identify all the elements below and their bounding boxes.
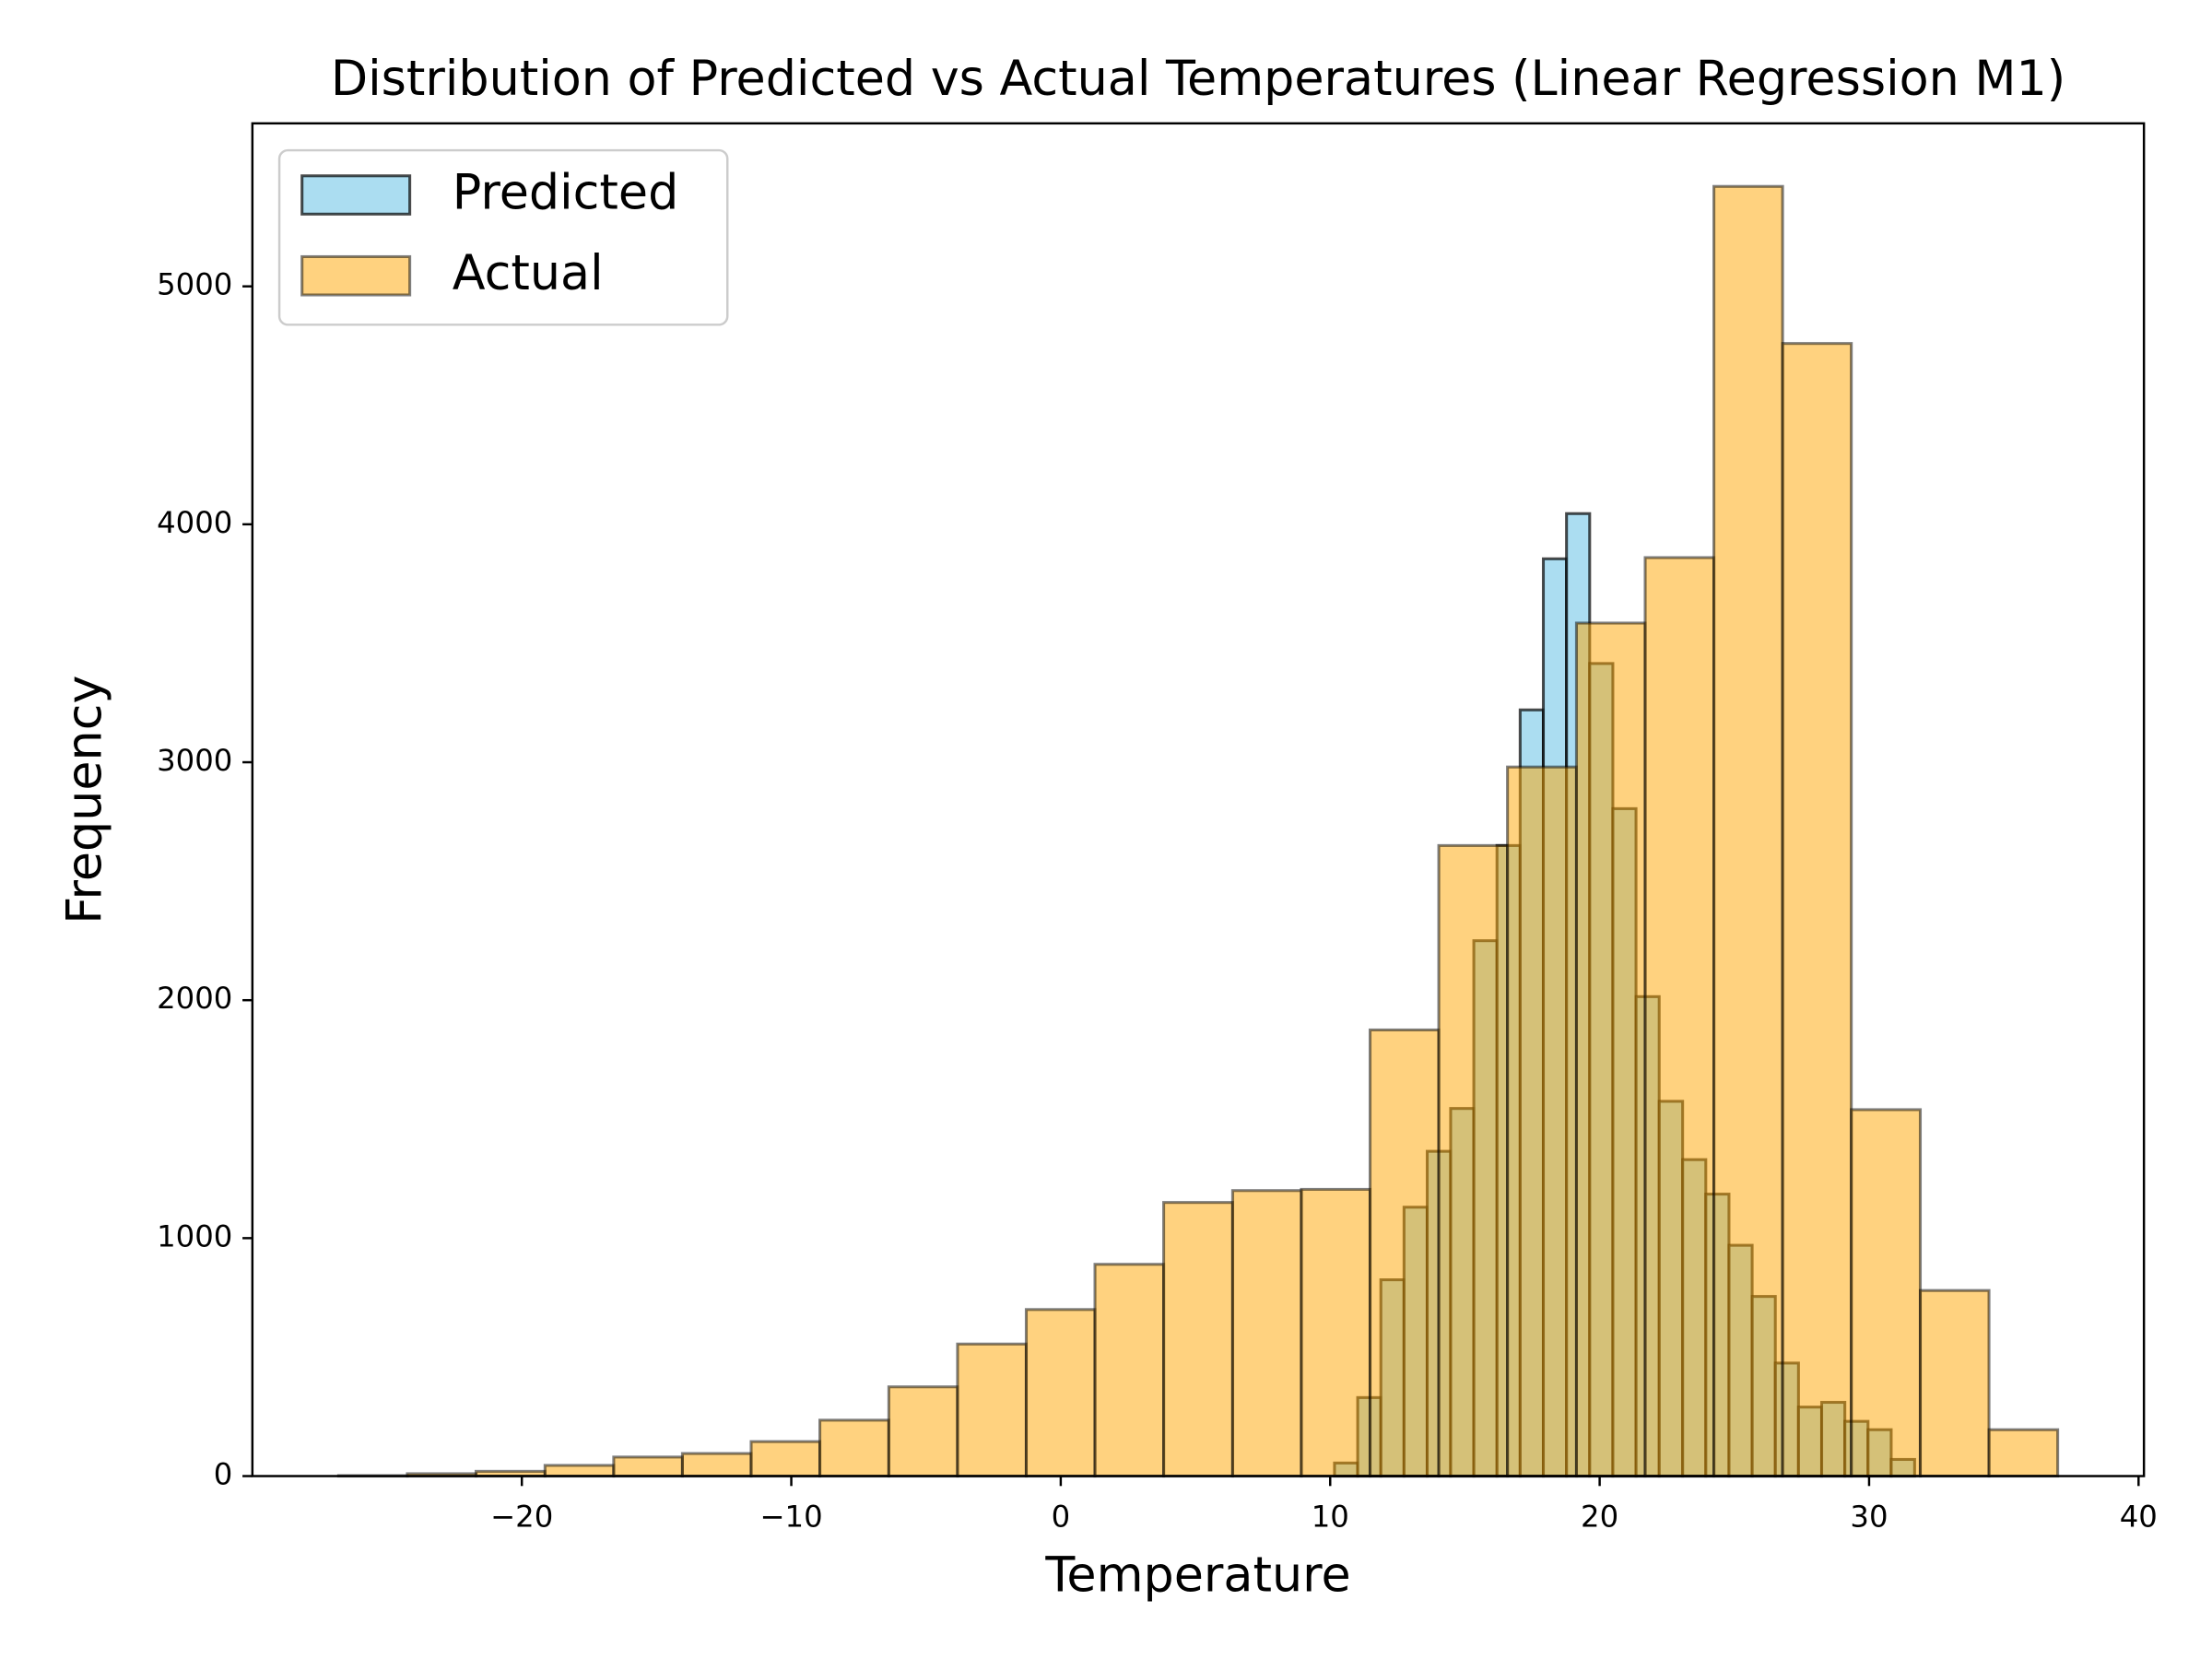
bar (1230, 1189, 1303, 1478)
bar (1300, 1187, 1372, 1478)
x-axis-label: Temperature (1044, 1547, 1350, 1603)
plot-frame (251, 122, 2146, 1477)
y-tick-label: 0 (214, 1457, 233, 1492)
bar (1368, 1028, 1441, 1478)
y-tick-label: 3000 (157, 743, 232, 778)
y-tick-label: 4000 (157, 505, 232, 540)
bar (612, 1455, 684, 1478)
x-tick-label: 40 (2120, 1500, 2158, 1535)
x-tick-label: 10 (1312, 1500, 1349, 1535)
bar (1781, 342, 1853, 1478)
bar (1712, 184, 1784, 1478)
bar (1437, 843, 1510, 1478)
bar (1093, 1263, 1166, 1478)
y-axis-label: Frequency (56, 676, 112, 924)
legend-label: Actual (453, 245, 604, 301)
bar (887, 1385, 959, 1478)
y-tick-label: 5000 (157, 267, 232, 302)
legend-label: Predicted (453, 164, 679, 220)
x-tick-label: 0 (1052, 1500, 1071, 1535)
legend-swatch (300, 254, 412, 297)
bar (1850, 1108, 1923, 1478)
chart-title: Distribution of Predicted vs Actual Temp… (331, 51, 2065, 107)
bar (1987, 1428, 2060, 1478)
legend-swatch (300, 174, 412, 216)
y-tick-label: 2000 (157, 981, 232, 1016)
bar (1918, 1288, 1991, 1478)
x-tick-label: 30 (1850, 1500, 1888, 1535)
x-tick-label: −10 (759, 1500, 822, 1535)
y-tick-label: 1000 (157, 1218, 232, 1253)
bar (1506, 765, 1579, 1478)
bar (818, 1418, 890, 1478)
bar (1574, 621, 1647, 1478)
bar (1643, 556, 1716, 1478)
bar (680, 1452, 753, 1478)
bar (1024, 1308, 1097, 1478)
bar (749, 1440, 822, 1478)
bar (956, 1342, 1029, 1478)
bar (543, 1464, 616, 1478)
bar (1162, 1201, 1234, 1478)
x-tick-label: 20 (1581, 1500, 1618, 1535)
x-tick-label: −20 (490, 1500, 553, 1535)
